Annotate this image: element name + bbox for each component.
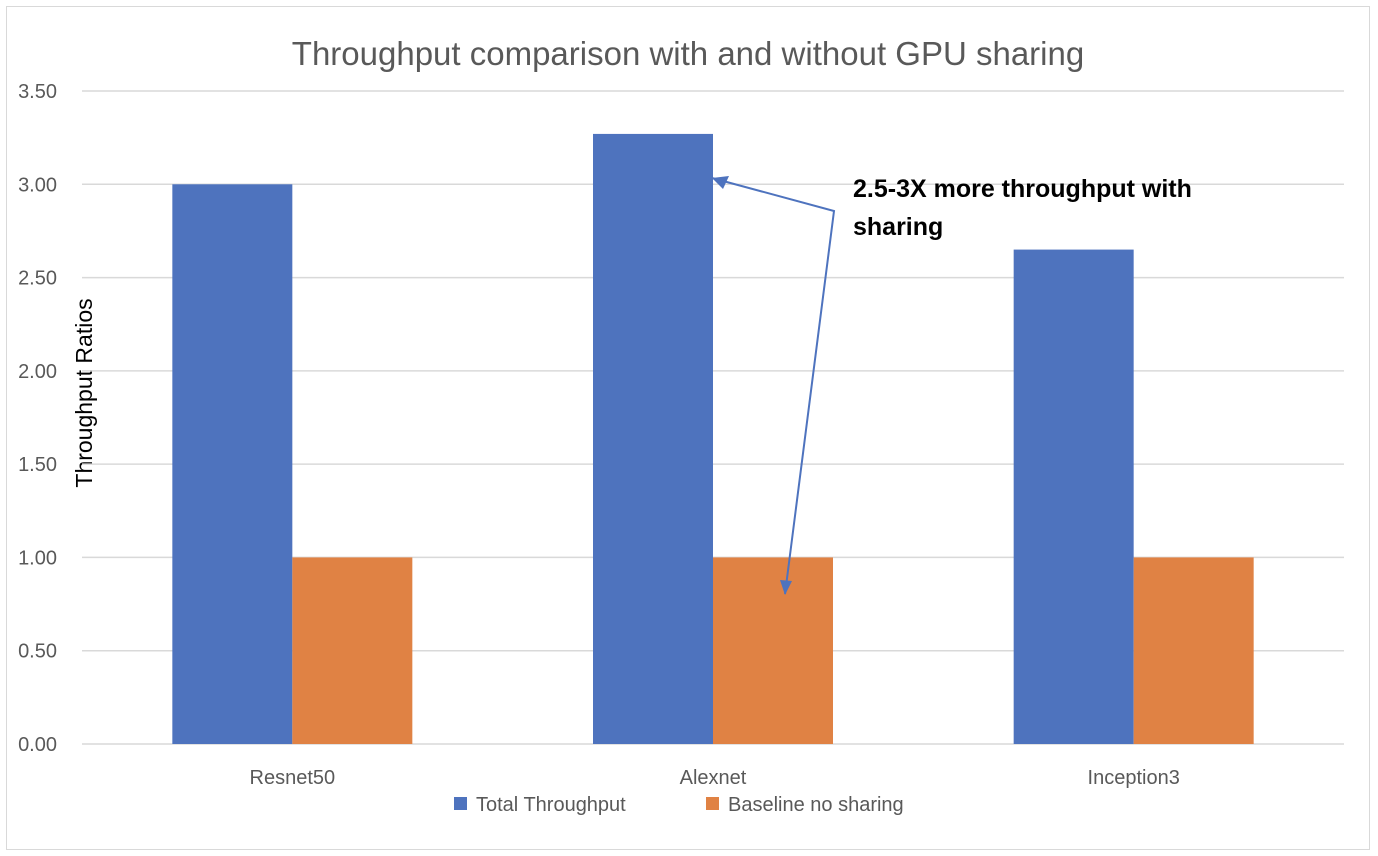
legend-swatch [706, 797, 719, 810]
legend-swatch [454, 797, 467, 810]
legend-label: Total Throughput [476, 794, 626, 816]
y-axis-label: Throughput Ratios [71, 298, 97, 487]
chart-title: Throughput comparison with and without G… [292, 35, 1084, 72]
y-tick-label: 1.00 [18, 547, 57, 569]
bar-total-throughput [593, 133, 713, 744]
y-tick-label: 3.50 [18, 81, 57, 103]
bar-baseline-no-sharing [1133, 557, 1254, 744]
y-tick-label: 2.50 [18, 268, 57, 290]
x-tick-label: Inception3 [1088, 767, 1180, 789]
bar-baseline-no-sharing [713, 557, 833, 744]
y-tick-label: 1.50 [18, 454, 57, 476]
annotation-line-1: 2.5-3X more throughput with [853, 175, 1192, 203]
legend-label: Baseline no sharing [728, 794, 904, 816]
x-tick-label: Alexnet [680, 767, 747, 789]
y-tick-label: 0.00 [18, 734, 57, 756]
bar-total-throughput [172, 184, 293, 745]
chart-frame [6, 6, 1370, 850]
y-tick-label: 2.00 [18, 361, 57, 383]
bar-baseline-no-sharing [292, 557, 413, 744]
arrowhead-icon [712, 176, 729, 189]
arrowhead-icon [780, 580, 792, 595]
annotation: 2.5-3X more throughput with sharing [711, 175, 1192, 595]
y-tick-label: 3.00 [18, 174, 57, 196]
annotation-arrow [711, 177, 836, 595]
x-tick-label: Resnet50 [250, 767, 336, 789]
bar-total-throughput [1013, 249, 1134, 745]
y-tick-label: 0.50 [18, 641, 57, 663]
annotation-line-2: sharing [853, 213, 943, 241]
